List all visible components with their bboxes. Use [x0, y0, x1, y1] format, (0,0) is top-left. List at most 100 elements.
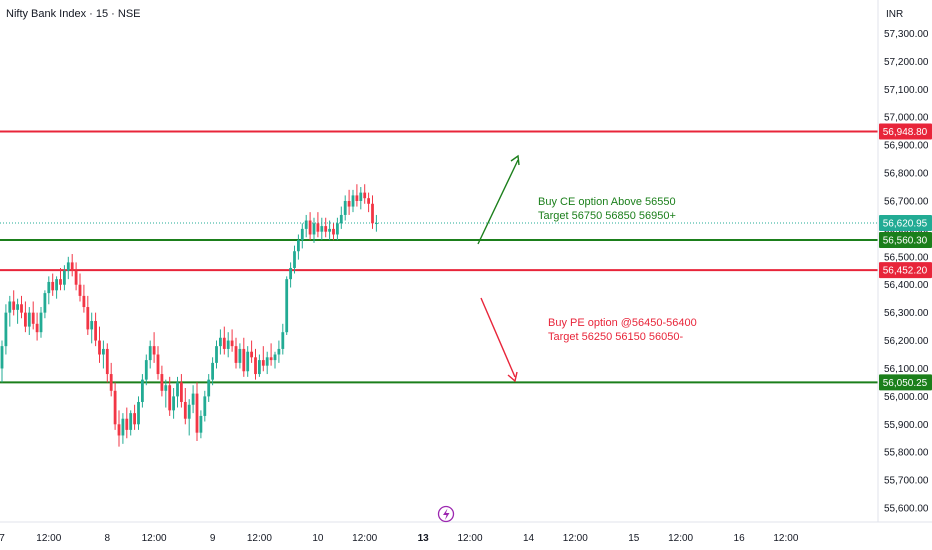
candle-body: [160, 374, 164, 391]
candle-body: [27, 312, 31, 327]
candle-body: [347, 200, 351, 207]
candle: [31, 301, 35, 330]
buy-pe-annotation-line2: Target 56250 56150 56050-: [548, 331, 684, 343]
candle: [203, 390, 207, 422]
candle: [273, 351, 277, 369]
candle-body: [59, 279, 62, 285]
candle-body: [242, 348, 246, 372]
candle: [277, 340, 281, 363]
candle-body: [281, 332, 285, 349]
candle: [207, 374, 211, 402]
candle: [336, 217, 339, 241]
candle-body: [367, 198, 370, 204]
candle-body: [269, 357, 273, 361]
candle-body: [20, 304, 23, 313]
candle: [281, 323, 285, 355]
candle-body: [261, 360, 265, 366]
candle: [254, 348, 257, 380]
candle: [371, 195, 374, 229]
y-tick-label: 56,900.00: [884, 141, 929, 152]
candle: [332, 223, 335, 241]
candle: [59, 267, 62, 291]
level-price-tag: [879, 123, 932, 140]
y-tick-label: 56,100.00: [884, 364, 929, 375]
time-axis[interactable]: 7 12:00 8 12:00 9 12:00 10 12:00 13 12:00 14 12:00 1…: [0, 533, 799, 544]
candle: [39, 307, 43, 338]
candle-body: [363, 192, 367, 199]
price-tags: 56,948.80 56,560.30 56,452.20 56,050.25 56,6…: [879, 123, 932, 391]
candle-body: [265, 357, 269, 366]
level-price-tag: [879, 374, 932, 391]
candle-body: [66, 262, 70, 271]
candle: [250, 340, 253, 363]
candle: [35, 312, 39, 341]
candle: [24, 301, 27, 333]
candle-body: [258, 360, 261, 375]
candle-body: [148, 346, 152, 361]
chart-title: Nifty Bank Index · 15 · NSE: [6, 8, 141, 20]
candle-body: [289, 267, 292, 280]
candle-body: [176, 382, 179, 397]
candle: [289, 262, 292, 288]
candle-body: [117, 424, 121, 436]
candle-body: [39, 312, 43, 333]
candle: [308, 212, 312, 241]
candle: [187, 399, 191, 436]
candle-body: [222, 337, 226, 349]
candle: [98, 326, 101, 363]
buy-ce-annotation-line2: Target 56750 56850 56950+: [538, 210, 676, 222]
candle-body: [137, 401, 140, 425]
x-tick-label: 12:00: [668, 533, 693, 544]
candle: [183, 388, 187, 425]
candle: [20, 295, 23, 319]
candle: [12, 290, 16, 316]
candle: [129, 410, 133, 436]
candle-body: [230, 340, 234, 347]
x-tick-label: 14: [523, 533, 535, 544]
candle-body: [129, 413, 133, 430]
candle: [246, 346, 250, 377]
candle-body: [297, 240, 300, 252]
x-tick-label: 12:00: [457, 533, 482, 544]
candle: [66, 256, 70, 280]
candle-body: [312, 223, 316, 235]
x-tick-label: 10: [312, 533, 324, 544]
candle: [222, 326, 226, 355]
x-tick-label: 12:00: [352, 533, 377, 544]
x-tick-label: 12:00: [247, 533, 272, 544]
buy-ce-annotation-line1: Buy CE option Above 56550: [538, 196, 676, 208]
level-price-label: 56,560.30: [883, 235, 928, 246]
candle: [82, 284, 86, 313]
candle: [324, 217, 328, 238]
x-tick-label: 13: [418, 533, 430, 544]
candle: [55, 276, 58, 299]
candle: [265, 351, 269, 375]
candle: [70, 254, 74, 277]
candle: [102, 340, 105, 369]
candle-body: [375, 223, 378, 225]
candle: [375, 214, 378, 232]
candle-body: [219, 337, 222, 347]
candle: [148, 340, 152, 369]
x-tick-label: 9: [210, 533, 216, 544]
candle: [242, 337, 246, 377]
candle-body: [102, 348, 105, 355]
x-tick-label: 15: [628, 533, 640, 544]
candle-body: [35, 323, 39, 333]
candle-body: [328, 228, 331, 232]
y-tick-label: 55,800.00: [884, 448, 929, 459]
y-tick-label: 56,000.00: [884, 392, 929, 403]
last-price-label: 56,620.95: [883, 219, 928, 230]
level-price-tag: [879, 262, 932, 279]
candle-body: [254, 357, 257, 375]
candle-body: [238, 348, 242, 363]
level-price-label: 56,452.20: [883, 266, 928, 277]
lightning-icon[interactable]: [437, 505, 455, 523]
candle: [141, 374, 144, 408]
candle: [261, 346, 265, 372]
candle-body: [98, 340, 101, 355]
x-tick-label: 8: [105, 533, 111, 544]
candle-body: [304, 220, 308, 229]
candle: [199, 410, 203, 439]
